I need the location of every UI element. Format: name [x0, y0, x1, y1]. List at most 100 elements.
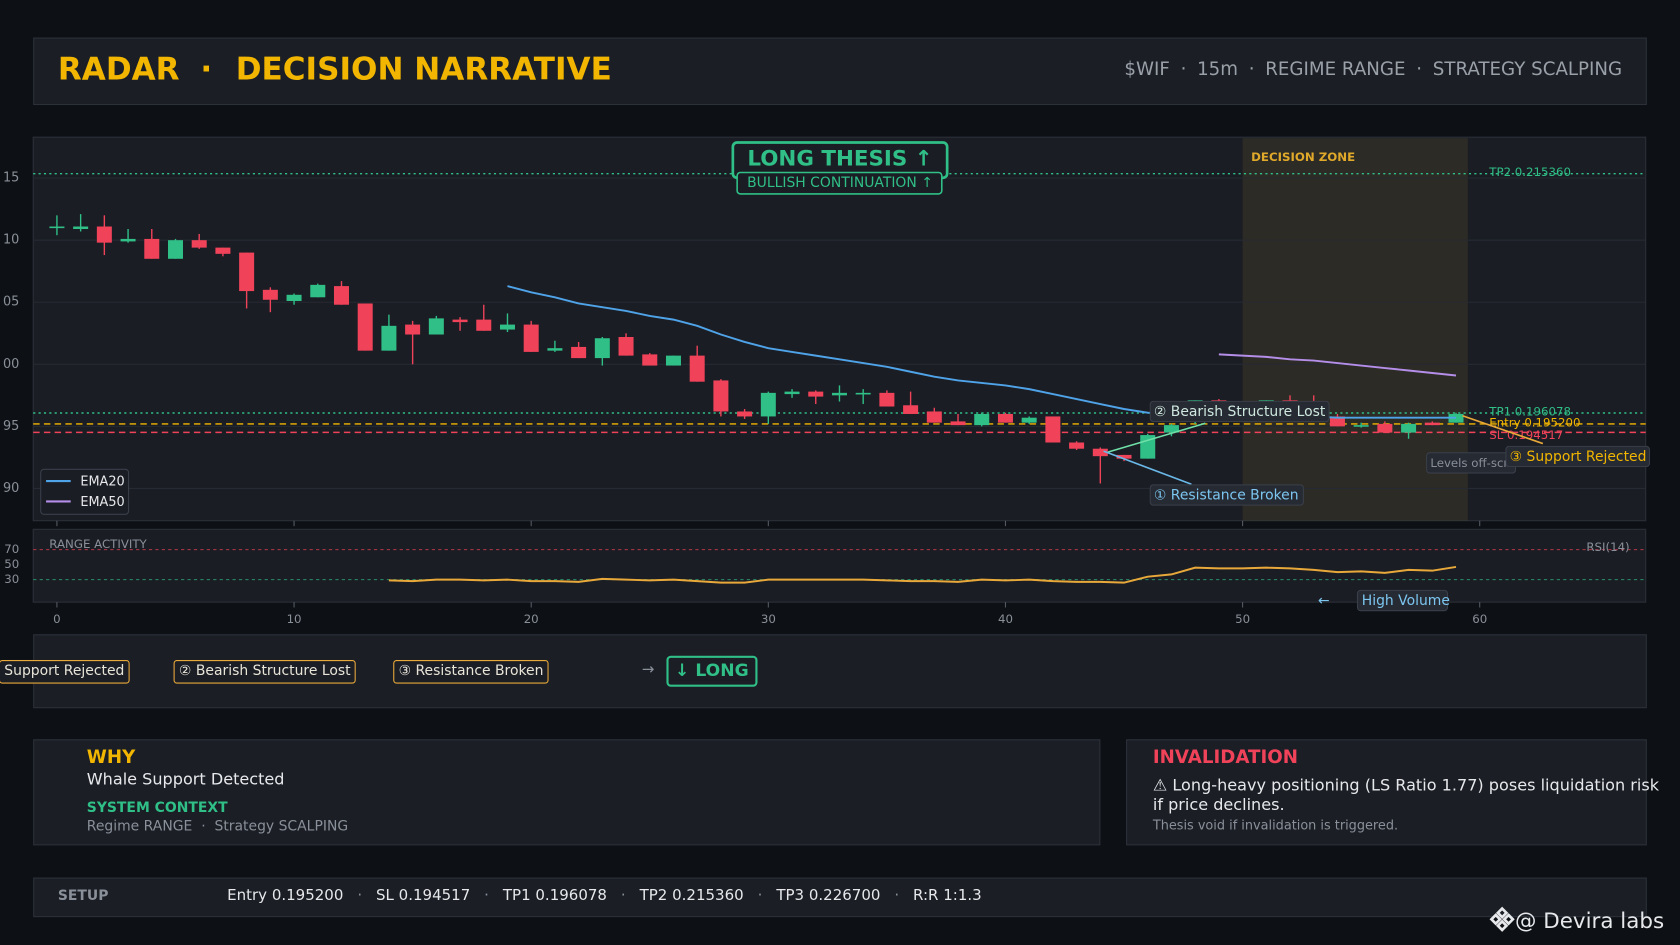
- chart: DECISION ZONE 15 10 05 00 95 90 TP2 0.215360 TP1…: [3, 136, 1651, 626]
- header-meta: $WIF · 15m · REGIME RANGE · STRATEGY SCALPING: [1124, 59, 1622, 80]
- meta-item: REGIME RANGE: [1265, 58, 1406, 81]
- y-tick-label: 05: [3, 295, 19, 310]
- context-text: Regime RANGE · Strategy SCALPING: [86, 818, 349, 835]
- y-tick-label: 10: [3, 233, 19, 248]
- candle-body: [1092, 448, 1108, 457]
- header-title: RADAR: [57, 50, 180, 87]
- candle-body: [191, 240, 207, 248]
- annotation-text: ② Bearish Structure Lost: [1154, 404, 1326, 420]
- candle-body: [1045, 416, 1061, 443]
- annotation-text: ① Resistance Broken: [1154, 488, 1299, 504]
- why-title: WHY: [86, 746, 136, 769]
- setup-items: Entry 0.195200 · SL 0.194517 · TP1 0.196078 ·…: [227, 887, 982, 904]
- candle-body: [333, 286, 349, 305]
- candle-body: [286, 294, 302, 301]
- annotation: ③ Support Rejected: [1505, 445, 1651, 468]
- volume-box: [1356, 589, 1449, 612]
- meta-item: STRATEGY SCALPING: [1432, 58, 1623, 81]
- logo-icon: [1489, 906, 1515, 932]
- x-tick-label: 40: [998, 612, 1013, 626]
- candle-body: [713, 380, 729, 412]
- candle-body: [760, 392, 776, 417]
- setup-item: R:R 1:1.3: [913, 887, 982, 905]
- candle-body: [215, 247, 231, 254]
- candle-body: [997, 413, 1013, 423]
- watermark: @ Devira labs: [1489, 906, 1664, 933]
- candle-body: [855, 392, 871, 395]
- meta-item: $WIF: [1124, 58, 1170, 81]
- why-text: Whale Support Detected: [86, 769, 285, 789]
- candle-body: [357, 303, 373, 351]
- setup-item: SL 0.194517: [376, 887, 471, 905]
- chain-item: Support Rejected: [0, 660, 130, 684]
- zone-label: DECISION ZONE: [1251, 150, 1355, 164]
- candle-body: [974, 413, 990, 426]
- candle-body: [571, 346, 587, 359]
- invalidation-panel: INVALIDATION ⚠ Long-heavy positioning (L…: [1126, 739, 1659, 846]
- candle-body: [452, 319, 468, 323]
- annotation-box: [1149, 400, 1330, 423]
- setup-item: Entry 0.195200: [227, 887, 344, 905]
- level-label: Entry 0.195200: [1489, 415, 1580, 429]
- candle-body: [1163, 425, 1179, 433]
- annotation-text: Levels off-screen: [1430, 456, 1530, 470]
- annotation-box: [1149, 484, 1304, 506]
- invalidation-title: INVALIDATION: [1152, 746, 1298, 769]
- header-subtitle: DECISION NARRATIVE: [235, 50, 612, 87]
- setup-item: TP1 0.196078: [502, 887, 607, 905]
- annotation-arrow: [1107, 422, 1206, 453]
- candle-body: [689, 355, 705, 382]
- candle-body: [167, 240, 183, 259]
- level-label: TP1 0.196078: [1488, 404, 1571, 418]
- candle-body: [499, 324, 515, 330]
- candle-body: [1448, 413, 1464, 423]
- setup-panel: SETUP Entry 0.195200 · SL 0.194517 · TP1 0.1…: [33, 877, 1647, 918]
- annotation: ① Resistance Broken: [1149, 484, 1304, 506]
- rsi-title: RANGE ACTIVITY: [49, 537, 147, 551]
- annotation: ② Bearish Structure Lost: [1149, 400, 1330, 423]
- series-line: [388, 565, 1457, 584]
- legend-label: EMA20: [80, 475, 124, 490]
- candle-body: [1424, 422, 1440, 426]
- badge-sub-box: [736, 171, 943, 195]
- watermark-text: @ Devira labs: [1515, 907, 1665, 934]
- setup-item: TP3 0.226700: [776, 887, 881, 905]
- y-tick-label: 15: [3, 171, 19, 186]
- candle-body: [1353, 425, 1369, 427]
- candle-body: [523, 324, 539, 352]
- badge: LONG THESIS ↑: [747, 147, 932, 172]
- meta-item: 15m: [1197, 58, 1239, 81]
- chain-arrow: →: [641, 661, 655, 679]
- candle-body: [120, 238, 136, 242]
- candle-body: [381, 325, 397, 351]
- invalidation-text: ⚠ Long-heavy positioning (LS Ratio 1.77)…: [1152, 775, 1660, 815]
- annotation-arrow: [1462, 414, 1544, 445]
- header: RADAR · DECISION NARRATIVE $WIF · 15m · REGI…: [33, 37, 1647, 106]
- chain-item: ③ Resistance Broken: [393, 660, 549, 684]
- invalidation-note: Thesis void if invalidation is triggered…: [1152, 817, 1399, 833]
- candle-body: [618, 336, 634, 356]
- candle-body: [784, 391, 800, 395]
- candle-body: [831, 392, 847, 396]
- candle-body: [405, 324, 421, 335]
- candle-body: [476, 319, 492, 331]
- level-label: SL 0.194517: [1489, 428, 1563, 442]
- candle-body: [950, 421, 966, 426]
- candle-body: [144, 238, 160, 259]
- y-tick-label: 95: [3, 419, 19, 434]
- candle-body: [96, 226, 112, 243]
- x-tick-label: 60: [1472, 612, 1487, 626]
- candle-body: [49, 226, 65, 229]
- meta-separator: ·: [1180, 58, 1187, 81]
- candle-body: [879, 392, 895, 407]
- candle-body: [1021, 417, 1037, 423]
- annotation-arrow: [1103, 450, 1192, 486]
- candle-body: [926, 411, 942, 423]
- chain-panel: Support Rejected ② Bearish Structure Los…: [0, 634, 1647, 709]
- y-tick-label: 50: [4, 557, 19, 571]
- candle-body: [1329, 416, 1345, 427]
- y-tick-label: 00: [3, 357, 19, 372]
- x-tick-label: 0: [53, 612, 61, 626]
- candle-body: [239, 252, 255, 292]
